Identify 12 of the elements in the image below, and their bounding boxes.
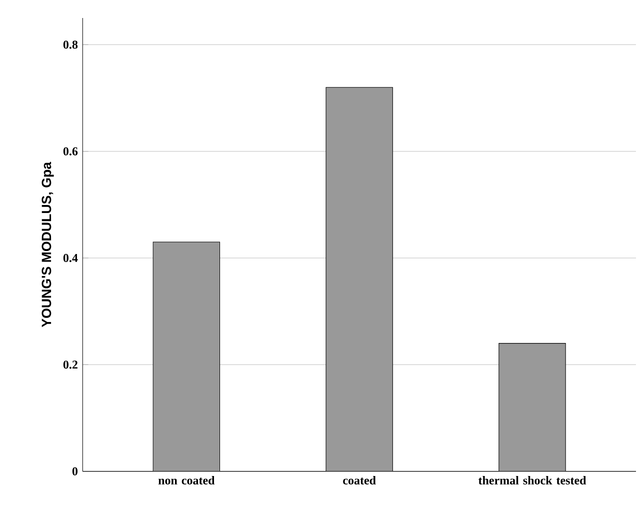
x-tick-label: thermal shock tested (478, 476, 586, 484)
y-tick-label: 0.8 (63, 40, 78, 49)
bar (326, 87, 393, 472)
y-tick-label: 0.4 (63, 254, 78, 262)
y-axis-title: YOUNG'S MODULUS, Gpa (42, 162, 54, 328)
y-tick-label: 0.6 (63, 147, 78, 156)
x-tick-label: non coated (158, 476, 215, 484)
x-tick-label: coated (343, 476, 376, 484)
bar (498, 343, 566, 472)
bar (152, 242, 220, 472)
y-tick-label: 0.2 (63, 360, 78, 369)
y-tick-label: 0 (72, 467, 78, 476)
